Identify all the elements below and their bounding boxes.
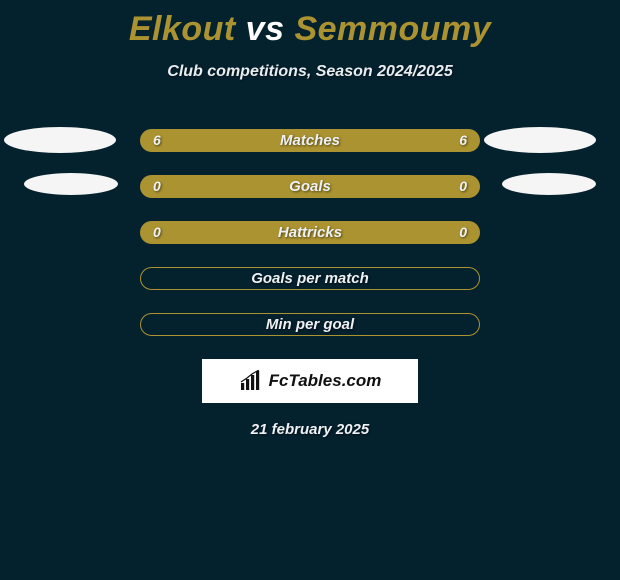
stat-left-value: 6 — [153, 132, 161, 148]
player-ellipse — [24, 173, 118, 195]
stat-row: Goals0 0 — [0, 163, 620, 209]
player-ellipse — [502, 173, 596, 195]
stat-label: Matches — [141, 132, 479, 149]
stat-pill: Min per goal — [140, 313, 480, 336]
stat-label: Hattricks — [141, 224, 479, 241]
date-label: 21 february 2025 — [0, 421, 620, 438]
subtitle: Club competitions, Season 2024/2025 — [0, 63, 620, 81]
bar-chart-icon — [239, 370, 263, 392]
stat-label: Goals — [141, 178, 479, 195]
stat-pill: Matches6 6 — [140, 129, 480, 152]
stat-row: Min per goal — [0, 301, 620, 347]
stat-left-value: 0 — [153, 224, 161, 240]
stat-label: Min per goal — [141, 316, 479, 333]
player-ellipse — [4, 127, 116, 153]
stat-row: Hattricks0 0 — [0, 209, 620, 255]
player-ellipse — [484, 127, 596, 153]
comparison-title: Elkout vs Semmoumy — [0, 0, 620, 49]
stat-label: Goals per match — [141, 270, 479, 287]
stat-right-value: 0 — [459, 178, 467, 194]
brand-text: FcTables.com — [269, 371, 382, 391]
stat-pill: Hattricks0 0 — [140, 221, 480, 244]
stat-right-value: 0 — [459, 224, 467, 240]
stat-left-value: 0 — [153, 178, 161, 194]
vs-label: vs — [246, 10, 285, 48]
brand-badge: FcTables.com — [202, 359, 418, 403]
player1-name: Elkout — [129, 10, 236, 48]
stat-row: Goals per match — [0, 255, 620, 301]
stat-pill: Goals per match — [140, 267, 480, 290]
stat-pill: Goals0 0 — [140, 175, 480, 198]
stat-right-value: 6 — [459, 132, 467, 148]
stats-container: Matches66Goals00Hattricks00Goals per mat… — [0, 117, 620, 347]
player2-name: Semmoumy — [294, 10, 491, 48]
stat-row: Matches6 6 — [0, 117, 620, 163]
